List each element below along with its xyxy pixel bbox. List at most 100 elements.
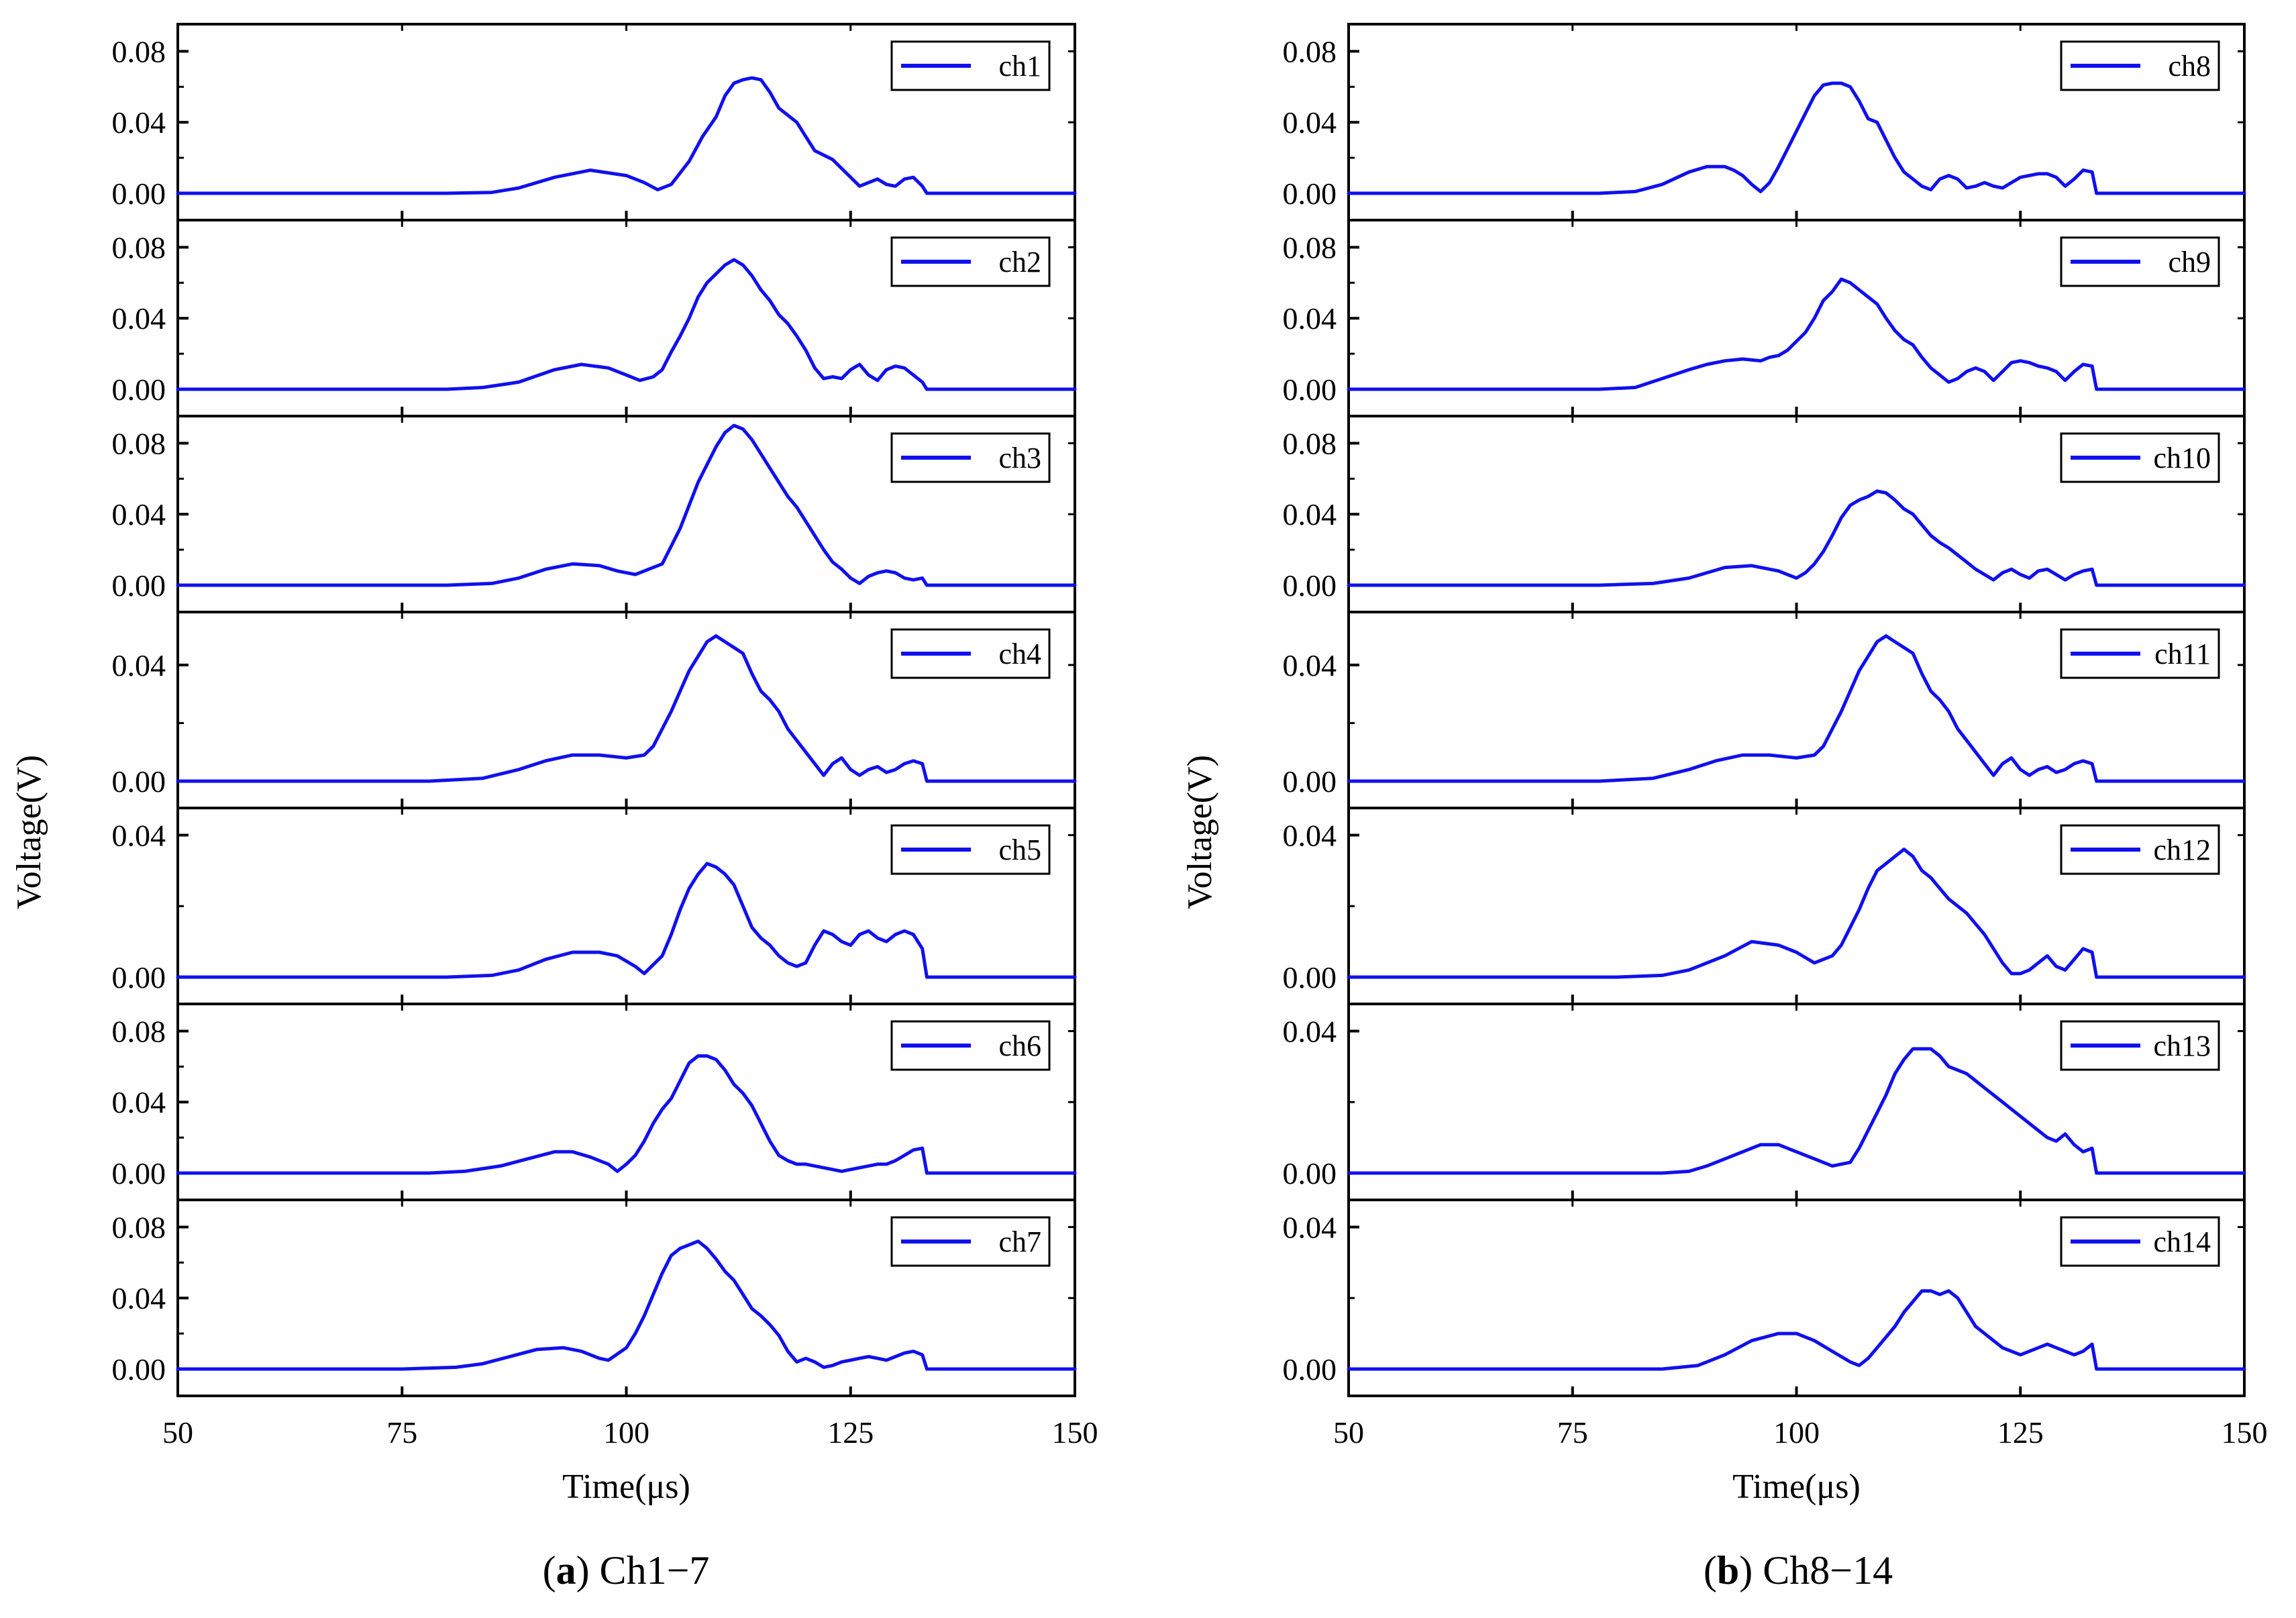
legend-ch6: ch6 bbox=[890, 1020, 1051, 1071]
series-line-ch4 bbox=[176, 634, 1077, 783]
caption-text: Ch8−14 bbox=[1763, 1548, 1893, 1592]
y-tick-label: 0.04 bbox=[1283, 1014, 1337, 1048]
series-line-ch9 bbox=[1347, 277, 2246, 391]
legend-label: ch8 bbox=[2168, 50, 2211, 83]
y-tick-label: 0.04 bbox=[1283, 1210, 1337, 1244]
subplot-ch4: 0.00 0.04 ch4 bbox=[112, 611, 1077, 809]
legend-label: ch6 bbox=[998, 1029, 1041, 1062]
series-line-ch3 bbox=[176, 423, 1077, 587]
x-tick-label: 100 bbox=[1773, 1415, 1820, 1450]
subplot-ch10: 0.00 0.04 0.08 ch10 bbox=[1283, 415, 2246, 613]
y-tick-label: 0.00 bbox=[1283, 176, 1337, 211]
legend-ch9: ch9 bbox=[2060, 236, 2220, 287]
series-line-ch11 bbox=[1347, 634, 2246, 783]
series-line-ch1 bbox=[176, 76, 1077, 195]
subplot-ch1: 0.00 0.04 0.08 ch1 bbox=[112, 23, 1077, 221]
series-line-ch7 bbox=[176, 1240, 1077, 1371]
x-tick-label: 125 bbox=[1997, 1415, 2044, 1450]
legend-label: ch7 bbox=[998, 1225, 1041, 1258]
subplot-ch6: 0.00 0.04 0.08 ch6 bbox=[112, 1003, 1077, 1201]
legend-ch13: ch13 bbox=[2060, 1020, 2220, 1071]
legend-label: ch12 bbox=[2153, 833, 2211, 866]
subplot-ch7: 0.00 0.04 0.08 ch7 bbox=[112, 1199, 1077, 1397]
y-axis-title: Voltage(V) bbox=[10, 755, 48, 909]
y-tick-label: 0.04 bbox=[112, 648, 166, 682]
legend-ch5: ch5 bbox=[890, 824, 1051, 875]
x-axis-title: Time(μs) bbox=[562, 1468, 690, 1506]
y-tick-label: 0.04 bbox=[112, 105, 166, 140]
series-line-ch14 bbox=[1347, 1289, 2246, 1371]
y-tick-label: 0.00 bbox=[112, 960, 166, 995]
series-line-ch12 bbox=[1347, 848, 2246, 979]
y-tick-label: 0.04 bbox=[112, 497, 166, 532]
legend-label: ch5 bbox=[998, 833, 1041, 866]
y-tick-label: 0.04 bbox=[112, 1281, 166, 1315]
x-tick-label: 125 bbox=[827, 1415, 874, 1450]
y-tick-label: 0.00 bbox=[112, 1352, 166, 1386]
subplot-ch5: 0.00 0.04 ch5 bbox=[112, 807, 1077, 1005]
legend-ch11: ch11 bbox=[2060, 628, 2220, 679]
y-tick-label: 0.08 bbox=[1283, 230, 1337, 264]
y-tick-label: 0.00 bbox=[112, 372, 166, 407]
y-tick-label: 0.08 bbox=[112, 230, 166, 264]
y-tick-label: 0.00 bbox=[112, 176, 166, 211]
y-tick-label: 0.08 bbox=[112, 1014, 166, 1048]
subplot-ch14: 0.00 0.04 ch14 bbox=[1283, 1199, 2246, 1397]
legend-ch1: ch1 bbox=[890, 40, 1051, 91]
y-tick-label: 0.00 bbox=[1283, 1156, 1337, 1191]
x-tick-label: 75 bbox=[1557, 1415, 1588, 1450]
subplot-ch2: 0.00 0.04 0.08 ch2 bbox=[112, 219, 1077, 417]
x-tick-label: 150 bbox=[1052, 1415, 1098, 1450]
y-tick-label: 0.08 bbox=[112, 34, 166, 68]
legend-ch10: ch10 bbox=[2060, 432, 2220, 483]
legend-label: ch9 bbox=[2168, 246, 2211, 279]
y-axis-title: Voltage(V) bbox=[1181, 755, 1219, 909]
y-tick-label: 0.00 bbox=[112, 568, 166, 603]
y-tick-label: 0.08 bbox=[1283, 34, 1337, 68]
legend-ch4: ch4 bbox=[890, 628, 1051, 679]
x-axis-title: Time(μs) bbox=[1732, 1468, 1861, 1506]
y-tick-label: 0.00 bbox=[1283, 1352, 1337, 1386]
series-line-ch6 bbox=[176, 1054, 1077, 1175]
subplot-ch12: 0.00 0.04 ch12 bbox=[1283, 807, 2246, 1005]
series-line-ch10 bbox=[1347, 489, 2246, 587]
caption-letter: a bbox=[556, 1548, 576, 1592]
legend-label: ch1 bbox=[998, 50, 1041, 83]
series-line-ch5 bbox=[176, 862, 1077, 979]
subplot-ch3: 0.00 0.04 0.08 ch3 bbox=[112, 415, 1077, 613]
x-tick-label: 50 bbox=[162, 1415, 193, 1450]
caption-text: Ch1−7 bbox=[600, 1548, 710, 1592]
y-tick-label: 0.04 bbox=[1283, 301, 1337, 336]
subplot-ch8: 0.00 0.04 0.08 ch8 bbox=[1283, 23, 2246, 221]
y-tick-label: 0.04 bbox=[1283, 818, 1337, 852]
subplot-ch11: 0.00 0.04 ch11 bbox=[1283, 611, 2246, 809]
panel-a-ch1-7: 0.000.040.08 ch10.000.040.08 ch20.000.040.… bbox=[10, 23, 1098, 1592]
legend-label: ch3 bbox=[998, 442, 1041, 474]
legend-ch14: ch14 bbox=[2060, 1216, 2220, 1267]
panel-caption: (b) Ch8−14 bbox=[1704, 1548, 1893, 1592]
caption-letter: b bbox=[1717, 1548, 1739, 1592]
y-tick-label: 0.00 bbox=[1283, 568, 1337, 603]
legend-ch8: ch8 bbox=[2060, 40, 2220, 91]
subplot-ch13: 0.00 0.04 ch13 bbox=[1283, 1003, 2246, 1201]
series-line-ch2 bbox=[176, 258, 1077, 391]
y-tick-label: 0.04 bbox=[112, 1085, 166, 1119]
y-tick-label: 0.00 bbox=[1283, 372, 1337, 407]
x-tick-label: 150 bbox=[2222, 1415, 2268, 1450]
legend-label: ch13 bbox=[2153, 1029, 2211, 1062]
y-tick-label: 0.04 bbox=[1283, 105, 1337, 140]
y-tick-label: 0.00 bbox=[1283, 764, 1337, 799]
x-tick-label: 50 bbox=[1333, 1415, 1364, 1450]
x-tick-label: 100 bbox=[603, 1415, 649, 1450]
y-tick-label: 0.04 bbox=[1283, 648, 1337, 682]
legend-label: ch2 bbox=[998, 246, 1041, 279]
series-line-ch13 bbox=[1347, 1047, 2246, 1175]
legend-label: ch4 bbox=[998, 638, 1041, 670]
legend-ch7: ch7 bbox=[890, 1216, 1051, 1267]
y-tick-label: 0.00 bbox=[112, 1156, 166, 1191]
y-tick-label: 0.00 bbox=[1283, 960, 1337, 995]
y-tick-label: 0.04 bbox=[112, 818, 166, 852]
y-tick-label: 0.00 bbox=[112, 764, 166, 799]
legend-label: ch10 bbox=[2153, 442, 2211, 474]
